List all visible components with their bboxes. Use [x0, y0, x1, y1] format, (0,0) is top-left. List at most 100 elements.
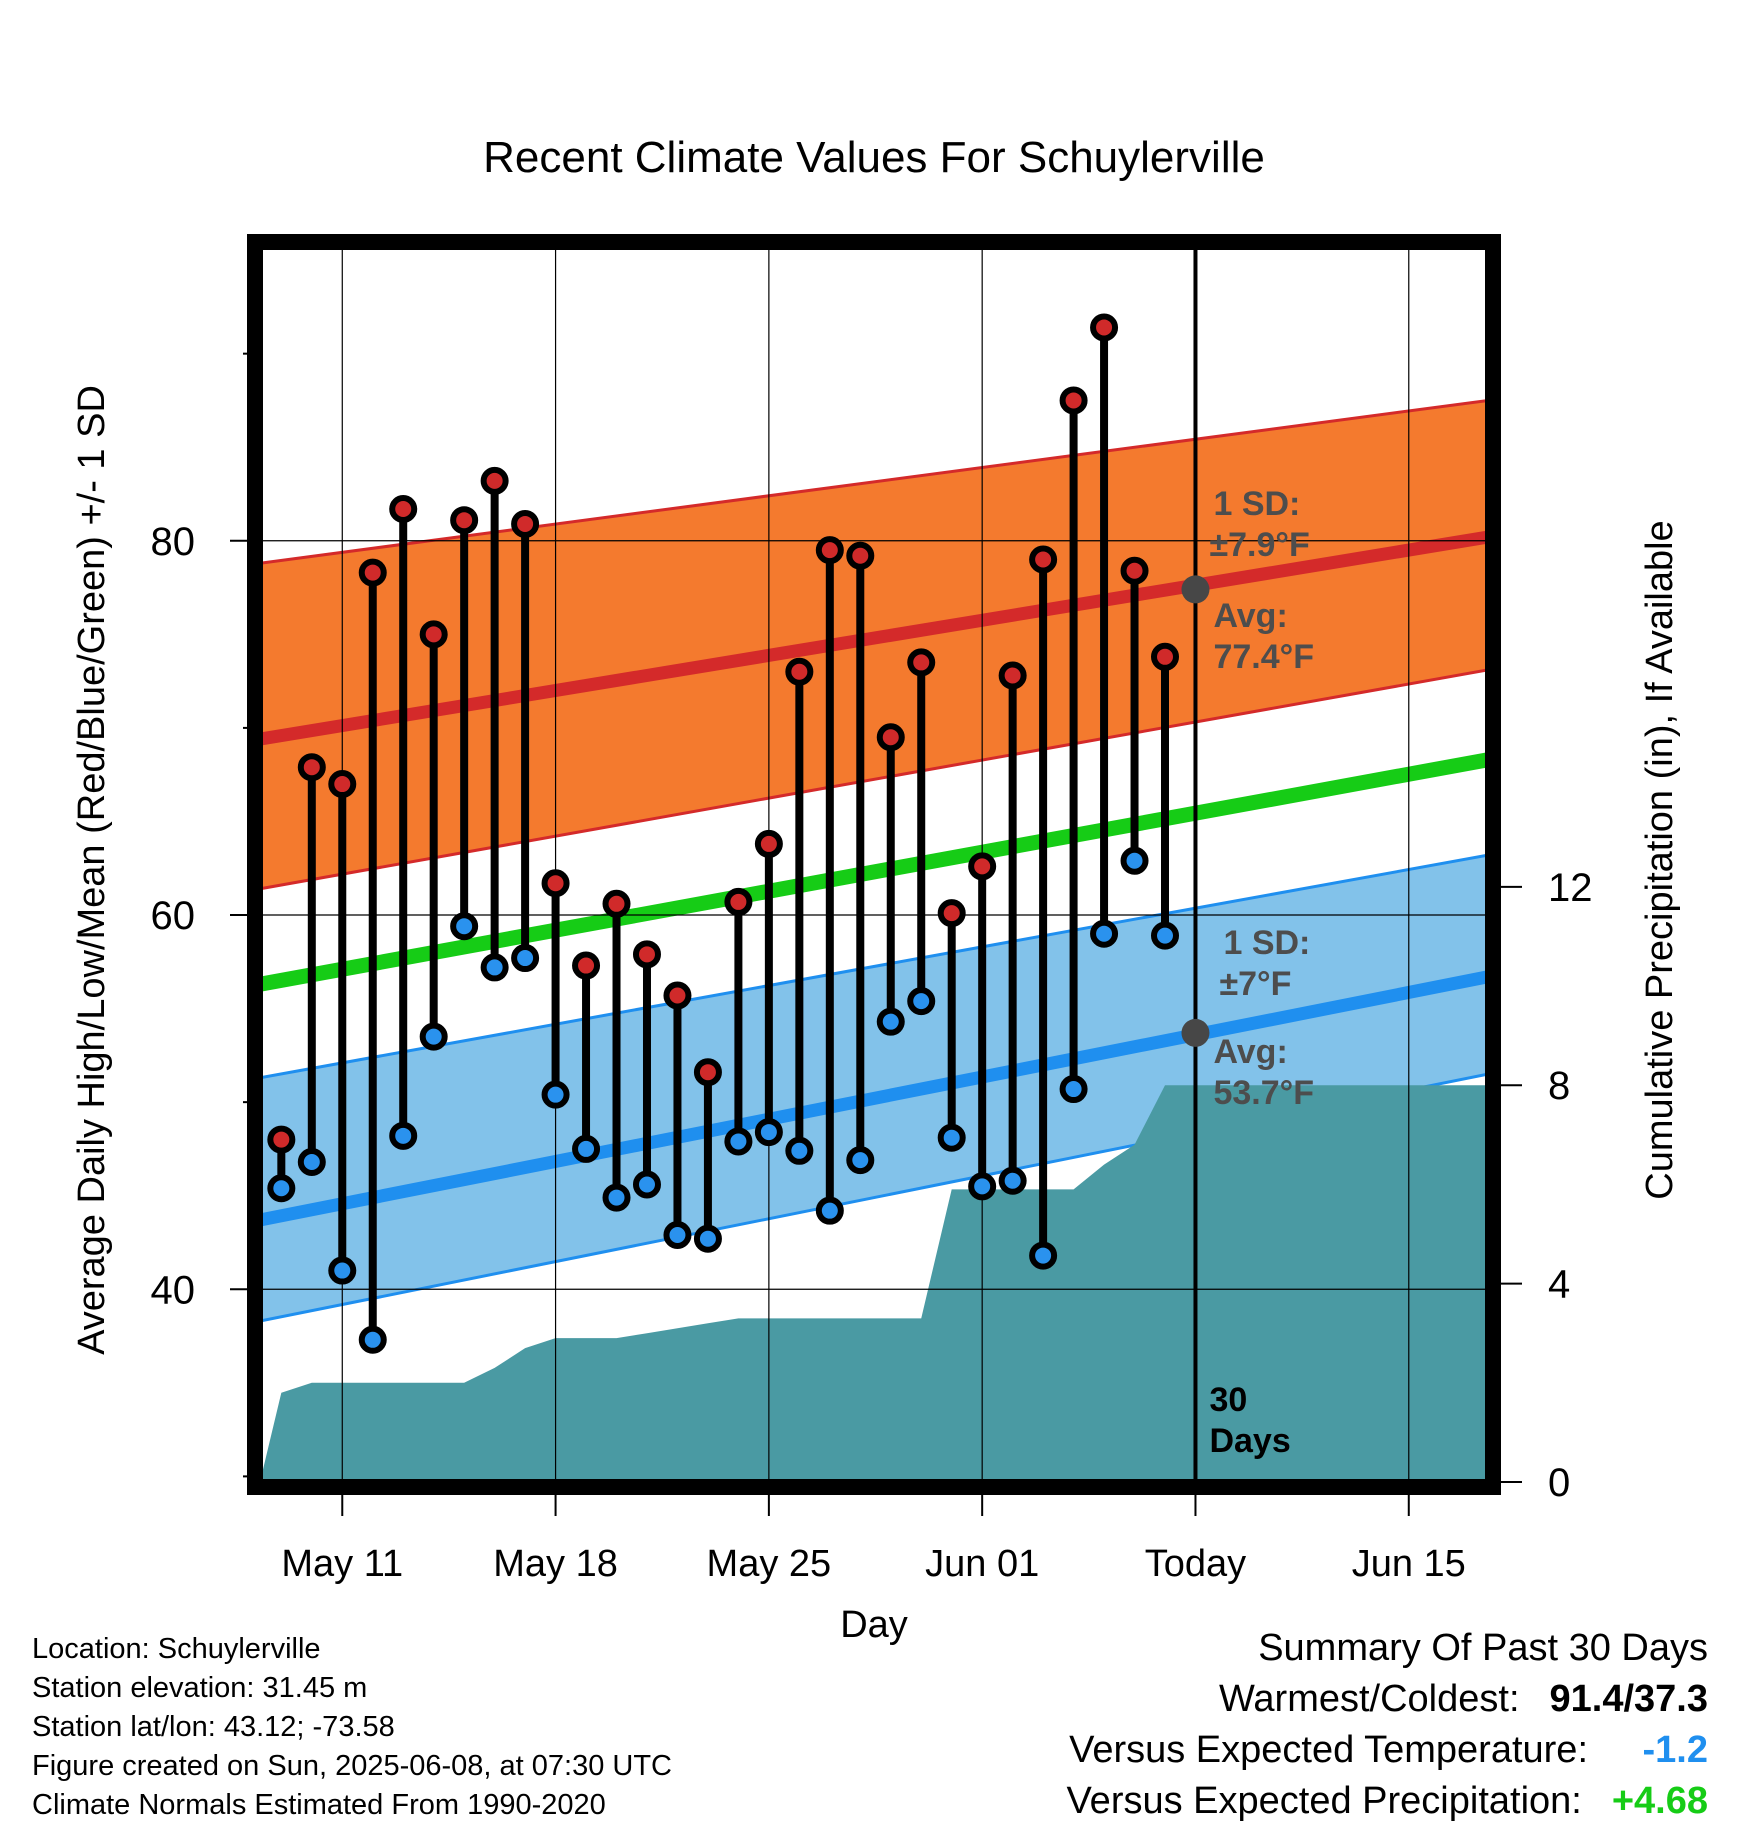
temp-value: -1.2: [1642, 1729, 1708, 1771]
daily-low-point: [754, 1118, 783, 1147]
daily-low-point: [419, 1022, 448, 1051]
created-text: Figure created on Sun, 2025-06-08, at 07…: [32, 1750, 672, 1782]
y-left-tick-label: 40: [151, 1268, 196, 1312]
y-left-tick-label: 60: [151, 894, 196, 938]
x-tick-label: Today: [1145, 1543, 1246, 1585]
daily-high-point: [541, 869, 570, 898]
daily-high-point: [937, 899, 966, 928]
daily-low-point: [632, 1170, 661, 1199]
daily-low-point: [846, 1146, 875, 1175]
x-tick-label: Jun 01: [925, 1543, 1039, 1585]
daily-high-point: [724, 887, 753, 916]
daily-high-point: [693, 1058, 722, 1087]
station-info: Location: Schuylerville Station elevatio…: [32, 1630, 672, 1825]
y-right-tick-label: 4: [1548, 1263, 1570, 1307]
x-tick-label: Jun 15: [1352, 1543, 1466, 1585]
x-tick-label: May 11: [281, 1543, 403, 1585]
low-sd-upper-line: [260, 853, 1488, 1080]
daily-high-point: [602, 889, 631, 918]
mean-normal-line: [260, 752, 1488, 992]
daily-high-point: [267, 1125, 296, 1154]
daily-low-point: [297, 1148, 326, 1177]
plot-content: [260, 247, 1488, 1482]
daily-high-point: [785, 657, 814, 686]
elevation-text: Station elevation: 31.45 m: [32, 1672, 368, 1704]
daily-low-point: [998, 1166, 1027, 1195]
today-high-avg-point: [1181, 575, 1210, 604]
precip-area: [260, 1085, 1488, 1482]
daily-low-point: [389, 1121, 418, 1150]
daily-low-point: [1059, 1075, 1088, 1104]
daily-high-point: [876, 723, 905, 752]
daily-high-point: [998, 661, 1027, 690]
precip-row: Versus Expected Precipitation: +4.68: [1066, 1776, 1708, 1827]
daily-low-point: [724, 1127, 753, 1156]
daily-high-point: [632, 940, 661, 969]
daily-high-point: [846, 541, 875, 570]
daily-low-point: [907, 987, 936, 1016]
x-axis-label: Day: [840, 1604, 908, 1646]
low-avg-value: 53.7°F: [1213, 1074, 1314, 1112]
precip-label: Versus Expected Precipitation:: [1066, 1780, 1582, 1822]
y-axis-label-left: Average Daily High/Low/Mean (Red/Blue/Gr…: [71, 385, 113, 1355]
y-left-tick-label: 80: [151, 520, 196, 564]
daily-low-point: [937, 1123, 966, 1152]
latlon-text: Station lat/lon: 43.12; -73.58: [32, 1711, 395, 1743]
daily-high-point: [1151, 642, 1180, 671]
daily-high-point: [907, 648, 936, 677]
high-avg-value: 77.4°F: [1213, 638, 1314, 676]
high-sd-label: 1 SD:: [1213, 485, 1300, 523]
daily-high-point: [511, 509, 540, 538]
summary-panel: Summary Of Past 30 Days Warmest/Coldest:…: [1066, 1623, 1708, 1827]
daily-low-point: [1029, 1241, 1058, 1270]
chart-title: Recent Climate Values For Schuylerville: [483, 133, 1265, 182]
daily-low-point: [328, 1256, 357, 1285]
daily-low-point: [693, 1224, 722, 1253]
temp-row: Versus Expected Temperature: -1.2: [1066, 1725, 1708, 1776]
daily-high-point: [815, 536, 844, 565]
daily-low-point: [267, 1174, 296, 1203]
low-avg-label: Avg:: [1213, 1033, 1287, 1071]
daily-high-point: [572, 951, 601, 980]
warm-cold-value: 91.4/37.3: [1549, 1678, 1708, 1720]
high-sd-value: ±7.9°F: [1209, 526, 1309, 564]
daily-low-point: [876, 1007, 905, 1036]
daily-low-point: [1151, 921, 1180, 950]
daily-low-point: [968, 1172, 997, 1201]
plot-frame: [247, 234, 1501, 1495]
precip-value: +4.68: [1611, 1780, 1708, 1822]
daily-low-point: [572, 1134, 601, 1163]
daily-low-point: [1120, 846, 1149, 875]
daily-high-point: [968, 852, 997, 881]
daily-high-point: [419, 620, 448, 649]
daily-high-point: [1090, 313, 1119, 342]
daily-high-point: [1120, 556, 1149, 585]
high-avg-label: Avg:: [1213, 597, 1287, 635]
location-text: Location: Schuylerville: [32, 1633, 321, 1665]
daily-high-point: [480, 466, 509, 495]
daily-high-point: [328, 770, 357, 799]
x-tick-label: May 25: [707, 1543, 832, 1585]
daily-low-point: [358, 1325, 387, 1354]
y-right-tick-label: 8: [1548, 1064, 1570, 1108]
daily-high-point: [754, 829, 783, 858]
daily-high-point: [450, 506, 479, 535]
daily-low-point: [1090, 919, 1119, 948]
y-right-tick-label: 12: [1548, 866, 1593, 910]
days-label-number: 30: [1209, 1381, 1247, 1419]
y-axis-label-right: Cumulative Precipitation (in), If Availa…: [1639, 520, 1681, 1199]
daily-low-point: [480, 953, 509, 982]
warm-cold-label: Warmest/Coldest:: [1218, 1678, 1520, 1720]
daily-high-point: [297, 753, 326, 782]
low-sd-label: 1 SD:: [1223, 924, 1310, 962]
daily-high-point: [1029, 545, 1058, 574]
x-tick-label: May 18: [493, 1543, 618, 1585]
temp-label: Versus Expected Temperature:: [1069, 1729, 1588, 1771]
daily-low-point: [541, 1080, 570, 1109]
warm-cold-row: Warmest/Coldest: 91.4/37.3: [1066, 1674, 1708, 1725]
low-sd-value: ±7°F: [1219, 965, 1291, 1003]
summary-title: Summary Of Past 30 Days: [1258, 1627, 1708, 1669]
daily-high-point: [663, 981, 692, 1010]
daily-low-point: [785, 1136, 814, 1165]
